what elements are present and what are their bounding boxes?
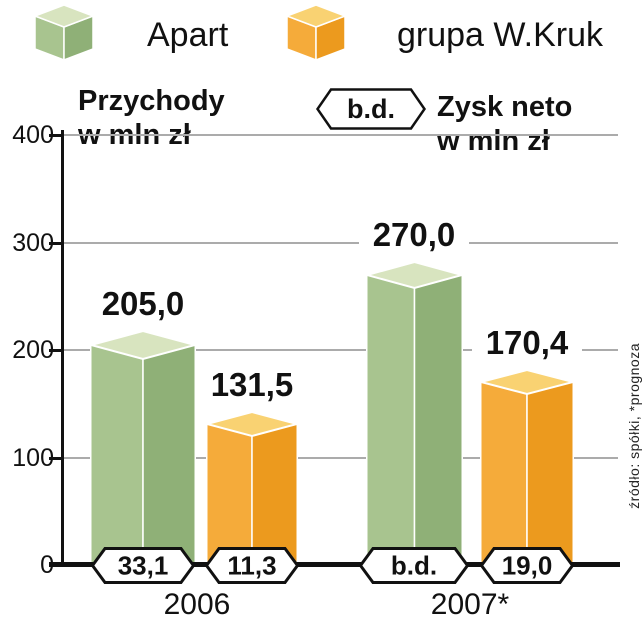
y-axis-line	[61, 130, 64, 567]
cube-glyph	[32, 4, 96, 62]
bar-face	[206, 411, 298, 438]
net-profit-badge: 11,3	[205, 546, 299, 584]
bar-face	[480, 369, 574, 396]
bar-face	[206, 423, 253, 565]
y-label-300: 300	[12, 229, 54, 257]
bar-face	[365, 261, 463, 290]
profit-axis-title: Zysk neto w mln zł	[437, 90, 572, 158]
badge-hexagon	[91, 546, 195, 584]
badge-hexagon	[205, 546, 299, 584]
nd-badge-label: b.d.	[347, 94, 395, 124]
axis-tick	[49, 242, 62, 245]
axis-tick	[49, 134, 62, 137]
bar-value-label: 170,4	[472, 323, 582, 363]
gridline-400	[62, 134, 618, 136]
net-profit-badge: b.d.	[359, 546, 469, 584]
legend-item-wkruk: grupa W.Kruk	[284, 4, 603, 67]
title-line: Przychody	[78, 85, 225, 117]
gridline-300	[62, 242, 618, 244]
badge-value: 33,1	[118, 550, 169, 580]
gridline-100	[62, 457, 618, 459]
bar-grupa-w-kruk-2006	[206, 411, 298, 565]
y-label-100: 100	[12, 444, 54, 472]
legend-label-apart: Apart	[147, 16, 229, 54]
category-label-2006: 2006	[163, 588, 231, 621]
bar-value-label: 270,0	[359, 215, 469, 255]
category-label-2007: 2007*	[430, 588, 510, 621]
net-profit-badge: 19,0	[480, 546, 574, 584]
cube-glyph	[284, 4, 348, 62]
legend-label-wkruk: grupa W.Kruk	[397, 16, 603, 54]
title-line: Zysk neto	[437, 91, 573, 123]
nd-hexagon	[316, 88, 426, 130]
badge-hexagon	[359, 546, 469, 584]
bar-face	[142, 344, 196, 565]
bar-value-label: 205,0	[88, 284, 198, 324]
bar-face	[90, 344, 144, 565]
source-note: źródło: spółki, *prognoza	[626, 343, 642, 509]
bar-value-label: 131,5	[197, 365, 307, 405]
zero-baseline	[49, 562, 620, 567]
net-profit-badge: 33,1	[91, 546, 195, 584]
axis-tick	[49, 457, 62, 460]
badge-value: b.d.	[391, 550, 437, 580]
badge-hexagon	[480, 546, 574, 584]
nd-badge: b.d.	[316, 88, 426, 130]
y-label-0: 0	[40, 551, 54, 579]
bar-grupa-w-kruk-2007	[480, 369, 574, 565]
y-label-400: 400	[12, 121, 54, 149]
wkruk-cube-icon	[284, 4, 348, 67]
bar-face	[251, 423, 298, 565]
gridline-200	[62, 349, 618, 351]
bar-face	[526, 381, 574, 565]
bar-face	[480, 381, 528, 565]
apart-cube-icon	[32, 4, 96, 67]
bar-face	[413, 274, 463, 565]
axis-tick	[49, 349, 62, 352]
badge-value: 11,3	[227, 550, 276, 580]
bar-face	[365, 274, 415, 565]
revenue-axis-title: Przychody w mln zł	[78, 84, 225, 152]
badge-value: 19,0	[502, 550, 553, 580]
bar-face	[90, 330, 196, 361]
bar-apart-2007	[365, 261, 463, 565]
bar-apart-2006	[90, 330, 196, 565]
y-label-200: 200	[12, 336, 54, 364]
title-line: w mln zł	[437, 125, 550, 157]
legend-item-apart: Apart	[32, 4, 229, 67]
